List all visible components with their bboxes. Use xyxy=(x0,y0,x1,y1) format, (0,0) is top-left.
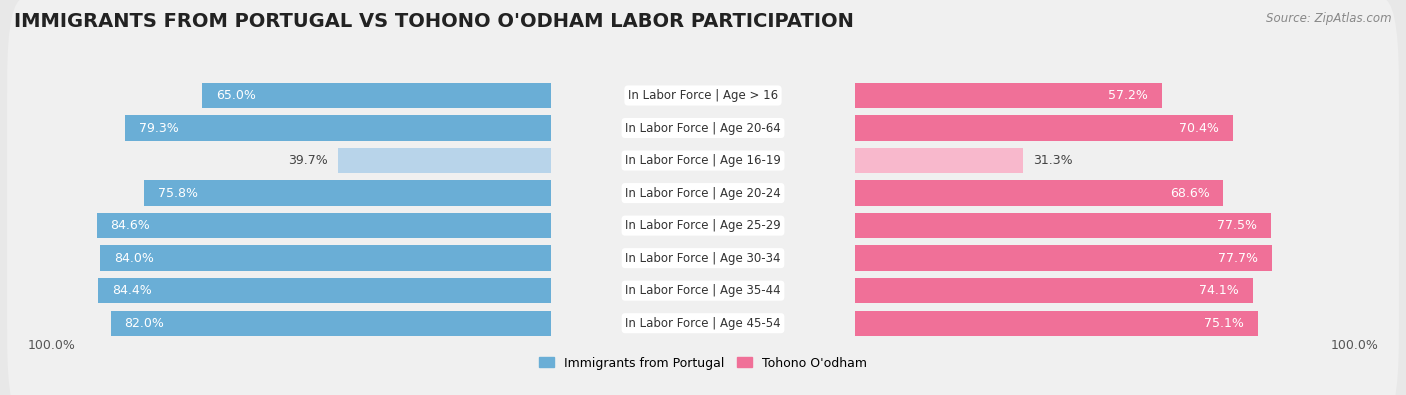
Text: In Labor Force | Age 45-54: In Labor Force | Age 45-54 xyxy=(626,317,780,330)
Bar xyxy=(855,148,1022,173)
Bar xyxy=(855,213,1271,238)
Text: 84.4%: 84.4% xyxy=(111,284,152,297)
Text: In Labor Force | Age 25-29: In Labor Force | Age 25-29 xyxy=(626,219,780,232)
Bar xyxy=(98,278,551,303)
Text: 31.3%: 31.3% xyxy=(1033,154,1073,167)
FancyBboxPatch shape xyxy=(7,96,1399,290)
Text: 75.8%: 75.8% xyxy=(157,186,198,199)
Bar xyxy=(143,181,551,206)
Text: In Labor Force | Age 20-64: In Labor Force | Age 20-64 xyxy=(626,122,780,135)
Bar xyxy=(855,115,1233,141)
Bar xyxy=(337,148,551,173)
Bar xyxy=(855,181,1223,206)
FancyBboxPatch shape xyxy=(7,128,1399,323)
FancyBboxPatch shape xyxy=(7,63,1399,258)
Text: Source: ZipAtlas.com: Source: ZipAtlas.com xyxy=(1267,12,1392,25)
Bar xyxy=(855,83,1161,108)
Bar xyxy=(100,245,551,271)
Text: 65.0%: 65.0% xyxy=(217,89,256,102)
FancyBboxPatch shape xyxy=(7,31,1399,225)
Bar xyxy=(855,278,1253,303)
Text: 77.5%: 77.5% xyxy=(1218,219,1257,232)
Legend: Immigrants from Portugal, Tohono O'odham: Immigrants from Portugal, Tohono O'odham xyxy=(534,352,872,374)
Text: 100.0%: 100.0% xyxy=(1330,339,1378,352)
Text: 84.0%: 84.0% xyxy=(114,252,153,265)
Text: 84.6%: 84.6% xyxy=(111,219,150,232)
Text: 77.7%: 77.7% xyxy=(1219,252,1258,265)
Text: 100.0%: 100.0% xyxy=(28,339,76,352)
FancyBboxPatch shape xyxy=(7,0,1399,193)
Text: IMMIGRANTS FROM PORTUGAL VS TOHONO O'ODHAM LABOR PARTICIPATION: IMMIGRANTS FROM PORTUGAL VS TOHONO O'ODH… xyxy=(14,12,853,31)
Bar xyxy=(111,310,551,336)
Bar xyxy=(125,115,551,141)
Bar xyxy=(97,213,551,238)
Text: 82.0%: 82.0% xyxy=(125,317,165,330)
Bar xyxy=(855,245,1272,271)
Text: In Labor Force | Age 35-44: In Labor Force | Age 35-44 xyxy=(626,284,780,297)
Text: 75.1%: 75.1% xyxy=(1205,317,1244,330)
Bar xyxy=(202,83,551,108)
FancyBboxPatch shape xyxy=(7,226,1399,395)
Text: 74.1%: 74.1% xyxy=(1199,284,1239,297)
Text: In Labor Force | Age 30-34: In Labor Force | Age 30-34 xyxy=(626,252,780,265)
Text: 57.2%: 57.2% xyxy=(1108,89,1149,102)
FancyBboxPatch shape xyxy=(7,161,1399,356)
Text: In Labor Force | Age 20-24: In Labor Force | Age 20-24 xyxy=(626,186,780,199)
FancyBboxPatch shape xyxy=(7,194,1399,388)
Text: 39.7%: 39.7% xyxy=(288,154,328,167)
Text: 68.6%: 68.6% xyxy=(1170,186,1209,199)
Text: In Labor Force | Age 16-19: In Labor Force | Age 16-19 xyxy=(626,154,780,167)
Bar xyxy=(855,310,1258,336)
Text: 70.4%: 70.4% xyxy=(1180,122,1219,135)
Text: In Labor Force | Age > 16: In Labor Force | Age > 16 xyxy=(628,89,778,102)
Text: 79.3%: 79.3% xyxy=(139,122,179,135)
